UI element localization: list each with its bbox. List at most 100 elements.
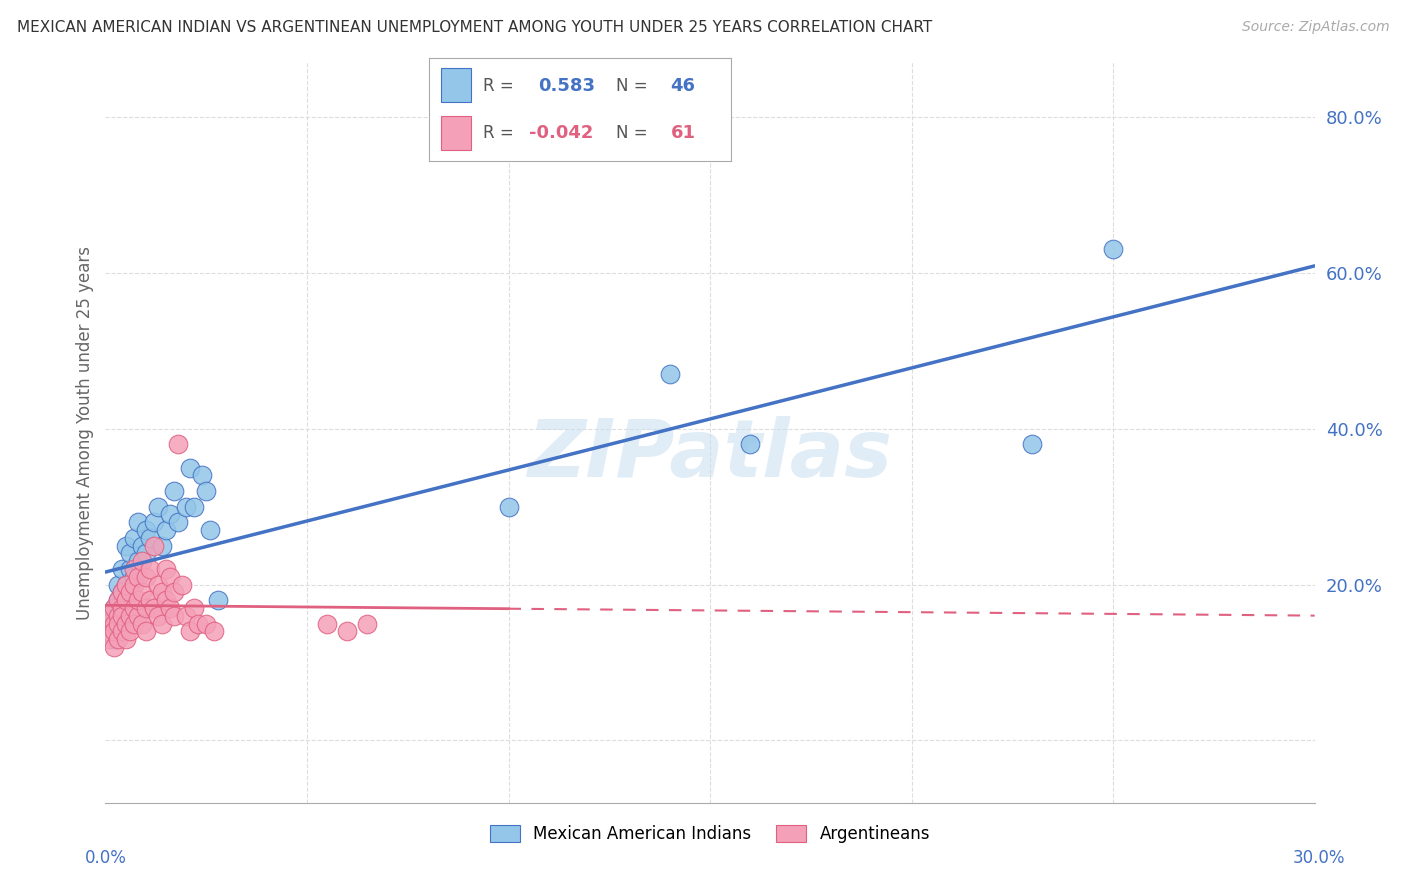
Point [110, 624, 132, 639]
Point [127, 515, 149, 529]
Text: ZIPatlas: ZIPatlas [527, 416, 893, 494]
Point [114, 593, 136, 607]
Point [103, 601, 125, 615]
Point [159, 508, 181, 522]
Point [122, 601, 145, 615]
Point [163, 484, 186, 499]
Point [122, 577, 145, 591]
Point [159, 570, 181, 584]
Point [139, 531, 162, 545]
Point [110, 585, 132, 599]
Point [131, 616, 153, 631]
Point [163, 608, 186, 623]
Point [122, 570, 145, 584]
Point [98, 624, 121, 639]
Point [122, 616, 145, 631]
Point [183, 500, 205, 514]
Point [98, 608, 121, 623]
Point [135, 523, 157, 537]
Text: R =: R = [484, 124, 515, 142]
Point [131, 585, 153, 599]
Point [118, 546, 141, 560]
Point [107, 616, 129, 631]
Point [150, 585, 173, 599]
Point [131, 539, 153, 553]
Point [98, 608, 121, 623]
Point [159, 601, 181, 615]
Point [142, 515, 165, 529]
Point [142, 539, 165, 553]
Text: N =: N = [616, 124, 648, 142]
Text: 30.0%: 30.0% [1292, 849, 1346, 867]
Point [187, 616, 209, 631]
Point [118, 562, 141, 576]
Point [135, 546, 157, 560]
Point [146, 608, 169, 623]
Point [174, 608, 197, 623]
Point [118, 585, 141, 599]
Point [114, 577, 136, 591]
Point [127, 593, 149, 607]
Point [146, 577, 169, 591]
Point [155, 593, 177, 607]
Point [107, 608, 129, 623]
Point [110, 608, 132, 623]
Point [127, 554, 149, 568]
Point [98, 632, 121, 647]
Point [107, 601, 129, 615]
Point [195, 616, 218, 631]
Point [142, 601, 165, 615]
Point [122, 562, 145, 576]
Point [207, 593, 229, 607]
Point [107, 624, 129, 639]
Point [103, 632, 125, 647]
Point [114, 616, 136, 631]
Point [316, 616, 339, 631]
Point [98, 616, 121, 631]
Point [336, 624, 359, 639]
Point [202, 624, 225, 639]
Point [114, 539, 136, 553]
Point [131, 554, 153, 568]
Legend: Mexican American Indians, Argentineans: Mexican American Indians, Argentineans [484, 819, 936, 850]
Point [191, 468, 214, 483]
Point [740, 437, 762, 451]
Point [122, 531, 145, 545]
Text: 46: 46 [671, 77, 696, 95]
Point [107, 593, 129, 607]
Point [110, 585, 132, 599]
Point [135, 601, 157, 615]
Point [498, 500, 520, 514]
Point [103, 601, 125, 615]
Point [110, 562, 132, 576]
Text: R =: R = [484, 77, 515, 95]
Point [183, 601, 205, 615]
Text: -0.042: -0.042 [529, 124, 593, 142]
Point [150, 539, 173, 553]
Bar [441, 117, 471, 150]
Point [110, 601, 132, 615]
Point [118, 608, 141, 623]
Point [356, 616, 378, 631]
Point [179, 624, 201, 639]
Point [118, 624, 141, 639]
Point [110, 608, 132, 623]
Point [155, 562, 177, 576]
Point [174, 500, 197, 514]
Text: 0.583: 0.583 [537, 77, 595, 95]
Point [107, 632, 129, 647]
Point [114, 577, 136, 591]
Text: Source: ZipAtlas.com: Source: ZipAtlas.com [1241, 20, 1389, 34]
Point [139, 593, 162, 607]
Point [103, 624, 125, 639]
Point [1102, 243, 1125, 257]
Point [103, 616, 125, 631]
Point [163, 585, 186, 599]
Point [114, 593, 136, 607]
Point [127, 570, 149, 584]
Point [150, 616, 173, 631]
Text: MEXICAN AMERICAN INDIAN VS ARGENTINEAN UNEMPLOYMENT AMONG YOUTH UNDER 25 YEARS C: MEXICAN AMERICAN INDIAN VS ARGENTINEAN U… [17, 20, 932, 35]
Point [658, 367, 681, 381]
Point [127, 608, 149, 623]
Point [107, 593, 129, 607]
